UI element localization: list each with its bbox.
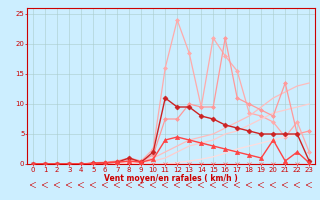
X-axis label: Vent moyen/en rafales ( km/h ): Vent moyen/en rafales ( km/h ) [104,174,238,183]
